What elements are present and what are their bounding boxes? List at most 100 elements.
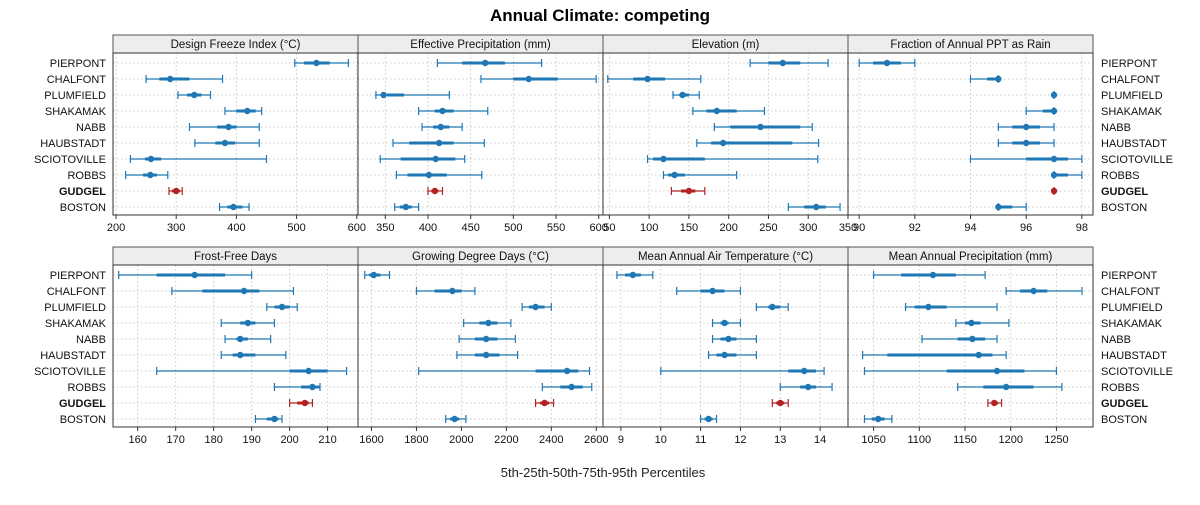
site-label-left: GUDGEL bbox=[59, 186, 106, 198]
median-point bbox=[709, 287, 716, 295]
x-tick-label: 1100 bbox=[907, 434, 931, 446]
x-tick-label: 100 bbox=[640, 222, 658, 234]
site-label-left: PIERPONT bbox=[50, 270, 107, 282]
median-point bbox=[278, 303, 286, 311]
series-robbs bbox=[541, 383, 593, 391]
series-robbs bbox=[957, 383, 1063, 391]
median-point bbox=[777, 399, 784, 407]
series-plumfield bbox=[1050, 91, 1058, 99]
x-tick-label: 170 bbox=[166, 434, 184, 446]
series-nabb bbox=[421, 123, 463, 131]
series-robbs bbox=[779, 383, 833, 391]
site-label-left: NABB bbox=[76, 122, 106, 134]
median-point bbox=[644, 75, 651, 83]
site-label-right: CHALFONT bbox=[1101, 74, 1161, 86]
median-point bbox=[883, 59, 891, 67]
series-chalfont bbox=[480, 75, 597, 83]
x-tick-label: 2000 bbox=[449, 434, 473, 446]
median-point bbox=[995, 75, 1002, 83]
series-boston bbox=[445, 415, 467, 423]
x-tick-label: 94 bbox=[964, 222, 976, 234]
x-tick-label: 90 bbox=[853, 222, 865, 234]
panels: Design Freeze Index (°C)200 300 400 500 600 E… bbox=[34, 34, 1173, 446]
median-point bbox=[485, 319, 492, 327]
x-tick-label: 1150 bbox=[953, 434, 977, 446]
site-label-right: SHAKAMAK bbox=[1101, 106, 1163, 118]
median-point bbox=[147, 155, 155, 163]
x-tick-label: 600 bbox=[348, 222, 366, 234]
series-gudgel bbox=[1050, 187, 1058, 195]
median-point bbox=[660, 155, 667, 163]
median-point bbox=[563, 367, 571, 375]
x-tick-label: 300 bbox=[799, 222, 817, 234]
median-point bbox=[425, 171, 433, 179]
x-axis-label: 5th-25th-50th-75th-95th Percentiles bbox=[501, 465, 706, 480]
median-point bbox=[679, 91, 686, 99]
median-point bbox=[925, 303, 932, 311]
series-plumfield bbox=[755, 303, 789, 311]
x-tick-label: 2400 bbox=[539, 434, 563, 446]
series-sciotoville bbox=[379, 155, 466, 163]
panel-1: Design Freeze Index (°C) 200 300 400 500 600 bbox=[107, 34, 366, 234]
x-tick-label: 98 bbox=[1076, 222, 1088, 234]
median-point bbox=[402, 203, 410, 211]
series-robbs bbox=[1050, 171, 1083, 179]
x-tick-label: 400 bbox=[419, 222, 437, 234]
site-label-right: BOSTON bbox=[1101, 202, 1147, 214]
x-tick-label: 350 bbox=[376, 222, 394, 234]
x-tick-label: 14 bbox=[814, 434, 826, 446]
site-label-right: SCIOTOVILLE bbox=[1101, 154, 1173, 166]
series-gudgel bbox=[987, 399, 1003, 407]
median-point bbox=[173, 187, 180, 195]
median-point bbox=[629, 271, 637, 279]
series-gudgel bbox=[670, 187, 706, 195]
median-point bbox=[237, 335, 244, 343]
median-point bbox=[685, 187, 693, 195]
x-tick-label: 600 bbox=[590, 222, 608, 234]
site-label-left: NABB bbox=[76, 334, 106, 346]
series-shakamak bbox=[463, 319, 512, 327]
series-nabb bbox=[997, 123, 1055, 131]
series-boston bbox=[394, 203, 420, 211]
x-tick-label: 1800 bbox=[404, 434, 428, 446]
site-label-left: ROBBS bbox=[67, 382, 106, 394]
x-tick-label: 1200 bbox=[998, 434, 1022, 446]
x-tick-label: 250 bbox=[759, 222, 777, 234]
median-point bbox=[1050, 171, 1058, 179]
x-tick-label: 12 bbox=[734, 434, 746, 446]
median-point bbox=[1050, 187, 1058, 195]
site-label-right: PIERPONT bbox=[1101, 58, 1158, 70]
series-boston bbox=[787, 203, 841, 211]
median-point bbox=[532, 303, 539, 311]
x-tick-label: 300 bbox=[167, 222, 185, 234]
median-point bbox=[721, 351, 728, 359]
median-point bbox=[370, 271, 377, 279]
panel-6: Growing Degree Days (°C) 1600 1800 2000 2200… bbox=[357, 246, 608, 446]
site-label-right: CHALFONT bbox=[1101, 286, 1161, 298]
site-label-left: HAUBSTADT bbox=[40, 138, 106, 150]
median-point bbox=[1050, 155, 1058, 163]
series-shakamak bbox=[220, 319, 276, 327]
panel-title: Effective Precipitation (mm) bbox=[410, 39, 551, 51]
median-point bbox=[993, 367, 1001, 375]
panel-title: Mean Annual Precipitation (mm) bbox=[889, 251, 1053, 263]
x-tick-label: 550 bbox=[547, 222, 565, 234]
median-point bbox=[380, 91, 387, 99]
series-robbs bbox=[395, 171, 483, 179]
median-point bbox=[991, 399, 998, 407]
median-point bbox=[309, 383, 316, 391]
x-tick-label: 500 bbox=[504, 222, 522, 234]
series-haubstadt bbox=[392, 139, 485, 147]
median-point bbox=[244, 319, 252, 327]
median-point bbox=[237, 351, 244, 359]
median-point bbox=[240, 287, 248, 295]
median-point bbox=[437, 123, 445, 131]
panel-7: Mean Annual Air Temperature (°C) 9 10 11 12 1… bbox=[602, 246, 849, 446]
series-pierpont bbox=[294, 59, 349, 67]
site-label-left: SCIOTOVILLE bbox=[34, 366, 106, 378]
series-plumfield bbox=[266, 303, 298, 311]
x-tick-label: 13 bbox=[774, 434, 786, 446]
x-tick-label: 150 bbox=[680, 222, 698, 234]
series-pierpont bbox=[858, 59, 916, 67]
x-tick-label: 92 bbox=[909, 222, 921, 234]
